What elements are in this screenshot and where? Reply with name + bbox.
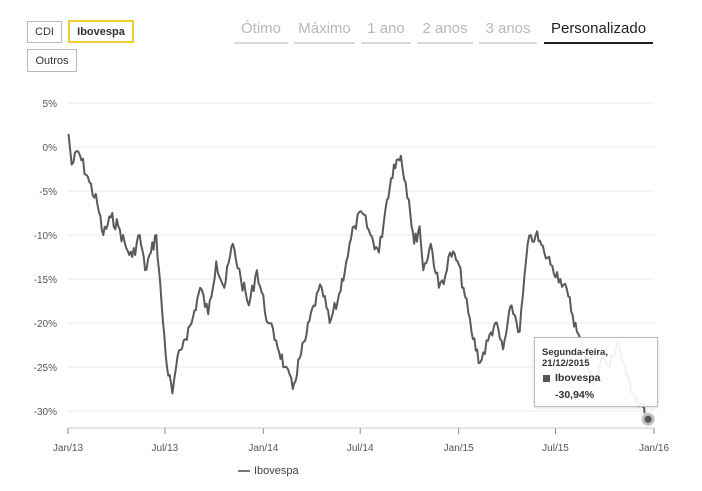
highlight-point[interactable] <box>644 415 652 423</box>
chart-tooltip: Segunda-feira, 21/12/2015 Ibovespa -30,9… <box>534 337 658 407</box>
legend-line-icon <box>238 470 250 472</box>
index-button-ibovespa[interactable]: Ibovespa <box>68 20 134 43</box>
period-tabs: Ótimo Máximo 1 ano 2 anos 3 anos Persona… <box>234 16 654 46</box>
tooltip-series-name: Ibovespa <box>555 372 601 384</box>
tooltip-date: Segunda-feira, 21/12/2015 <box>542 347 608 369</box>
y-tick-label: -25% <box>34 363 57 374</box>
x-tick-label: Jul/14 <box>347 443 374 454</box>
tab-2-anos[interactable]: 2 anos <box>417 16 473 44</box>
tab-1-ano[interactable]: 1 ano <box>361 16 411 44</box>
x-tick-label: Jan/15 <box>444 443 474 454</box>
x-tick-label: Jan/14 <box>248 443 278 454</box>
y-tick-label: -15% <box>34 275 57 286</box>
tab-personalizado[interactable]: Personalizado <box>544 16 653 44</box>
x-axis-ticks: Jan/13 Jul/13 Jan/14 Jul/14 Jan/15 Jul/15 Jan/… <box>53 427 669 454</box>
series-layer <box>67 133 656 427</box>
tooltip-series-square-icon <box>543 375 550 382</box>
x-tick-label: Jan/16 <box>639 443 669 454</box>
y-tick-label: 0% <box>43 143 58 154</box>
grid-lines <box>68 102 654 412</box>
y-tick-label: -5% <box>39 187 57 198</box>
tab-3-anos[interactable]: 3 anos <box>479 16 537 44</box>
y-tick-label: -10% <box>34 231 57 242</box>
tab-maximo[interactable]: Máximo <box>294 16 355 44</box>
index-button-outros[interactable]: Outros <box>27 49 77 72</box>
legend-label: Ibovespa <box>254 465 299 477</box>
tooltip-value: -30,94% <box>555 389 595 401</box>
chart-legend[interactable]: Ibovespa <box>238 465 299 477</box>
y-tick-label: -30% <box>34 407 57 418</box>
x-tick-label: Jul/13 <box>152 443 179 454</box>
x-tick-label: Jan/13 <box>53 443 83 454</box>
x-tick-label: Jul/15 <box>542 443 569 454</box>
y-tick-label: -20% <box>34 319 57 330</box>
y-tick-label: 5% <box>43 99 58 110</box>
tab-otimo[interactable]: Ótimo <box>234 16 288 44</box>
y-axis-ticks: 5% 0% -5% -10% -15% -20% -25% -30% <box>34 99 57 418</box>
index-button-cdi[interactable]: CDI <box>27 21 62 43</box>
series-line-ibovespa[interactable] <box>67 133 650 420</box>
